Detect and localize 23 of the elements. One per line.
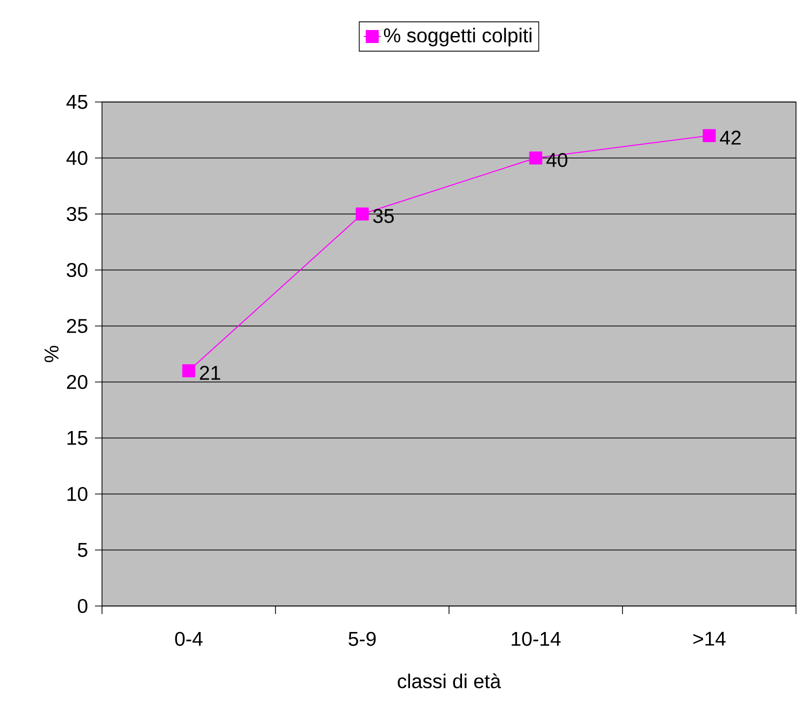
y-axis-title: % <box>44 346 59 362</box>
y-tick-label: 5 <box>78 543 88 557</box>
y-tick-label: 40 <box>66 150 88 166</box>
x-tick-label: 10-14 <box>512 632 561 646</box>
y-tick-label: 20 <box>66 374 88 390</box>
y-tick-label: 15 <box>68 431 88 445</box>
x-tick-label: 5-9 <box>348 632 376 646</box>
point <box>702 129 716 142</box>
y-tick-label: 30 <box>66 262 88 278</box>
x-axis-title: classi di età <box>398 673 502 688</box>
point <box>356 207 369 220</box>
data-label: 42 <box>720 130 741 145</box>
y-tick-label: 45 <box>66 95 88 109</box>
y-tick-label: 35 <box>66 206 88 222</box>
y-tick-label: 10 <box>68 486 88 502</box>
data-label: 21 <box>200 366 220 380</box>
legend-label: % soggetti colpiti <box>384 28 532 46</box>
y-tick-label: 25 <box>66 318 88 334</box>
point <box>529 151 542 164</box>
point <box>182 364 196 378</box>
x-tick-label: >14 <box>693 632 726 646</box>
y-tick-label: 0 <box>78 598 88 614</box>
x-tick-label: 0-4 <box>175 632 203 646</box>
